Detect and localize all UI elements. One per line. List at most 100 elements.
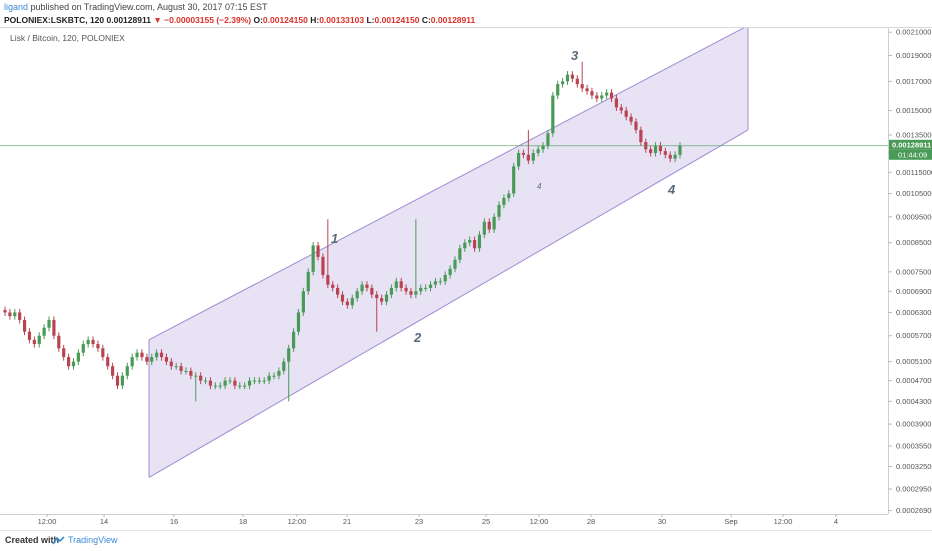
candle-body [326,274,330,285]
candle-body [91,339,95,345]
candle-body [174,366,178,368]
candle-body [32,339,36,345]
candle-body [463,242,467,249]
candle-body [512,166,516,194]
candle-body [272,375,276,377]
candle-body [639,129,643,143]
candle-body [487,221,491,230]
x-tick-label: 4 [834,517,838,526]
y-tick-label: 0.00026900 [896,506,932,515]
candle-body [482,221,486,235]
wave-label: 4 [667,182,676,197]
candle-body [42,327,46,336]
low-value: 0.00124150 [374,15,420,25]
author-link[interactable]: ligand [4,2,29,12]
candle-body [233,380,237,386]
y-tick-label: 0.00051000 [896,357,932,366]
channel-lower-line[interactable] [148,129,749,478]
candle-body [570,74,574,79]
candle-body [375,294,379,299]
candle-body [267,375,271,381]
candle-body [614,98,619,108]
candle-body [111,366,115,376]
candle-body [394,281,398,288]
candle-body [678,145,682,155]
published-text: published on TradingView.com, August 30,… [30,2,268,12]
candle-body [18,312,22,320]
high-value: 0.00133103 [319,15,365,25]
y-tick-label: 0.00069000 [896,287,932,296]
candle-body [424,287,428,289]
y-tick-label: 0.00035500 [896,441,932,450]
candle-body [575,78,579,85]
candle-body [218,385,222,387]
high-label: H: [310,15,320,25]
channel-fill [149,28,748,478]
y-tick-label: 0.00085000 [896,238,932,247]
x-tick-label: 12:00 [288,517,307,526]
symbol-label: POLONIEX:LSKBTC, 120 [4,15,105,25]
y-tick-label: 0.00057000 [896,331,932,340]
candle-body [605,92,609,96]
x-tick-label: 28 [587,517,595,526]
candle-body [492,216,496,230]
candle-body [37,335,41,345]
candle-body [208,380,213,386]
candle-body [257,380,261,382]
candle-body [96,344,100,349]
candle-body [223,380,227,386]
candle-body [433,281,438,285]
candle-body [380,298,384,302]
candle-body [159,352,164,358]
y-tick-label: 0.00029500 [896,485,932,494]
channel-upper-line[interactable] [148,28,748,341]
candle-body [155,352,159,358]
candle-body [634,121,638,130]
x-tick-label: 21 [343,517,351,526]
candle-body [228,380,232,382]
candle-body [243,385,247,387]
candle-body [213,385,217,387]
candle-body [336,287,340,295]
candle-body [419,287,423,292]
candle-body [428,284,433,288]
candle-body [52,319,56,336]
candle-body [472,240,477,249]
wave-label: 2 [413,330,422,345]
candle-body [649,149,653,153]
y-tick-label: 0.00047000 [896,376,932,385]
candle-body [291,331,296,349]
candle-body [609,92,614,99]
candle-body [551,95,555,134]
wave-label: 1 [331,231,338,246]
candle-body [541,145,545,150]
candle-body [360,284,364,292]
candle-body [189,370,193,376]
candle-body [66,357,71,367]
low-label: L: [366,15,375,25]
candle-body [521,152,526,155]
candle-body [140,352,144,358]
candle-body [57,335,61,349]
candle-body [531,152,535,161]
candle-body [507,193,511,199]
candle-body [145,357,149,362]
candle-body [252,380,257,382]
candle-body [619,107,623,111]
close-value: 0.00128911 [430,15,476,25]
candle-body [199,375,203,381]
candle-body [135,352,139,358]
candle-body [194,375,198,377]
candle-body [658,145,663,152]
candle-body [585,88,589,92]
candle-body [526,154,530,161]
price-chart[interactable]: 0.00210000 0.00190000 0.00170000 0.00150000… [0,28,932,530]
y-tick-label: 0.00043000 [896,397,932,406]
close-label: C: [421,15,431,25]
candle-body [86,339,90,345]
candle-body [516,152,521,167]
candle-body [458,248,462,260]
candle-body [22,319,27,332]
tradingview-link[interactable]: TradingView [68,535,118,545]
candle-body [282,361,286,371]
